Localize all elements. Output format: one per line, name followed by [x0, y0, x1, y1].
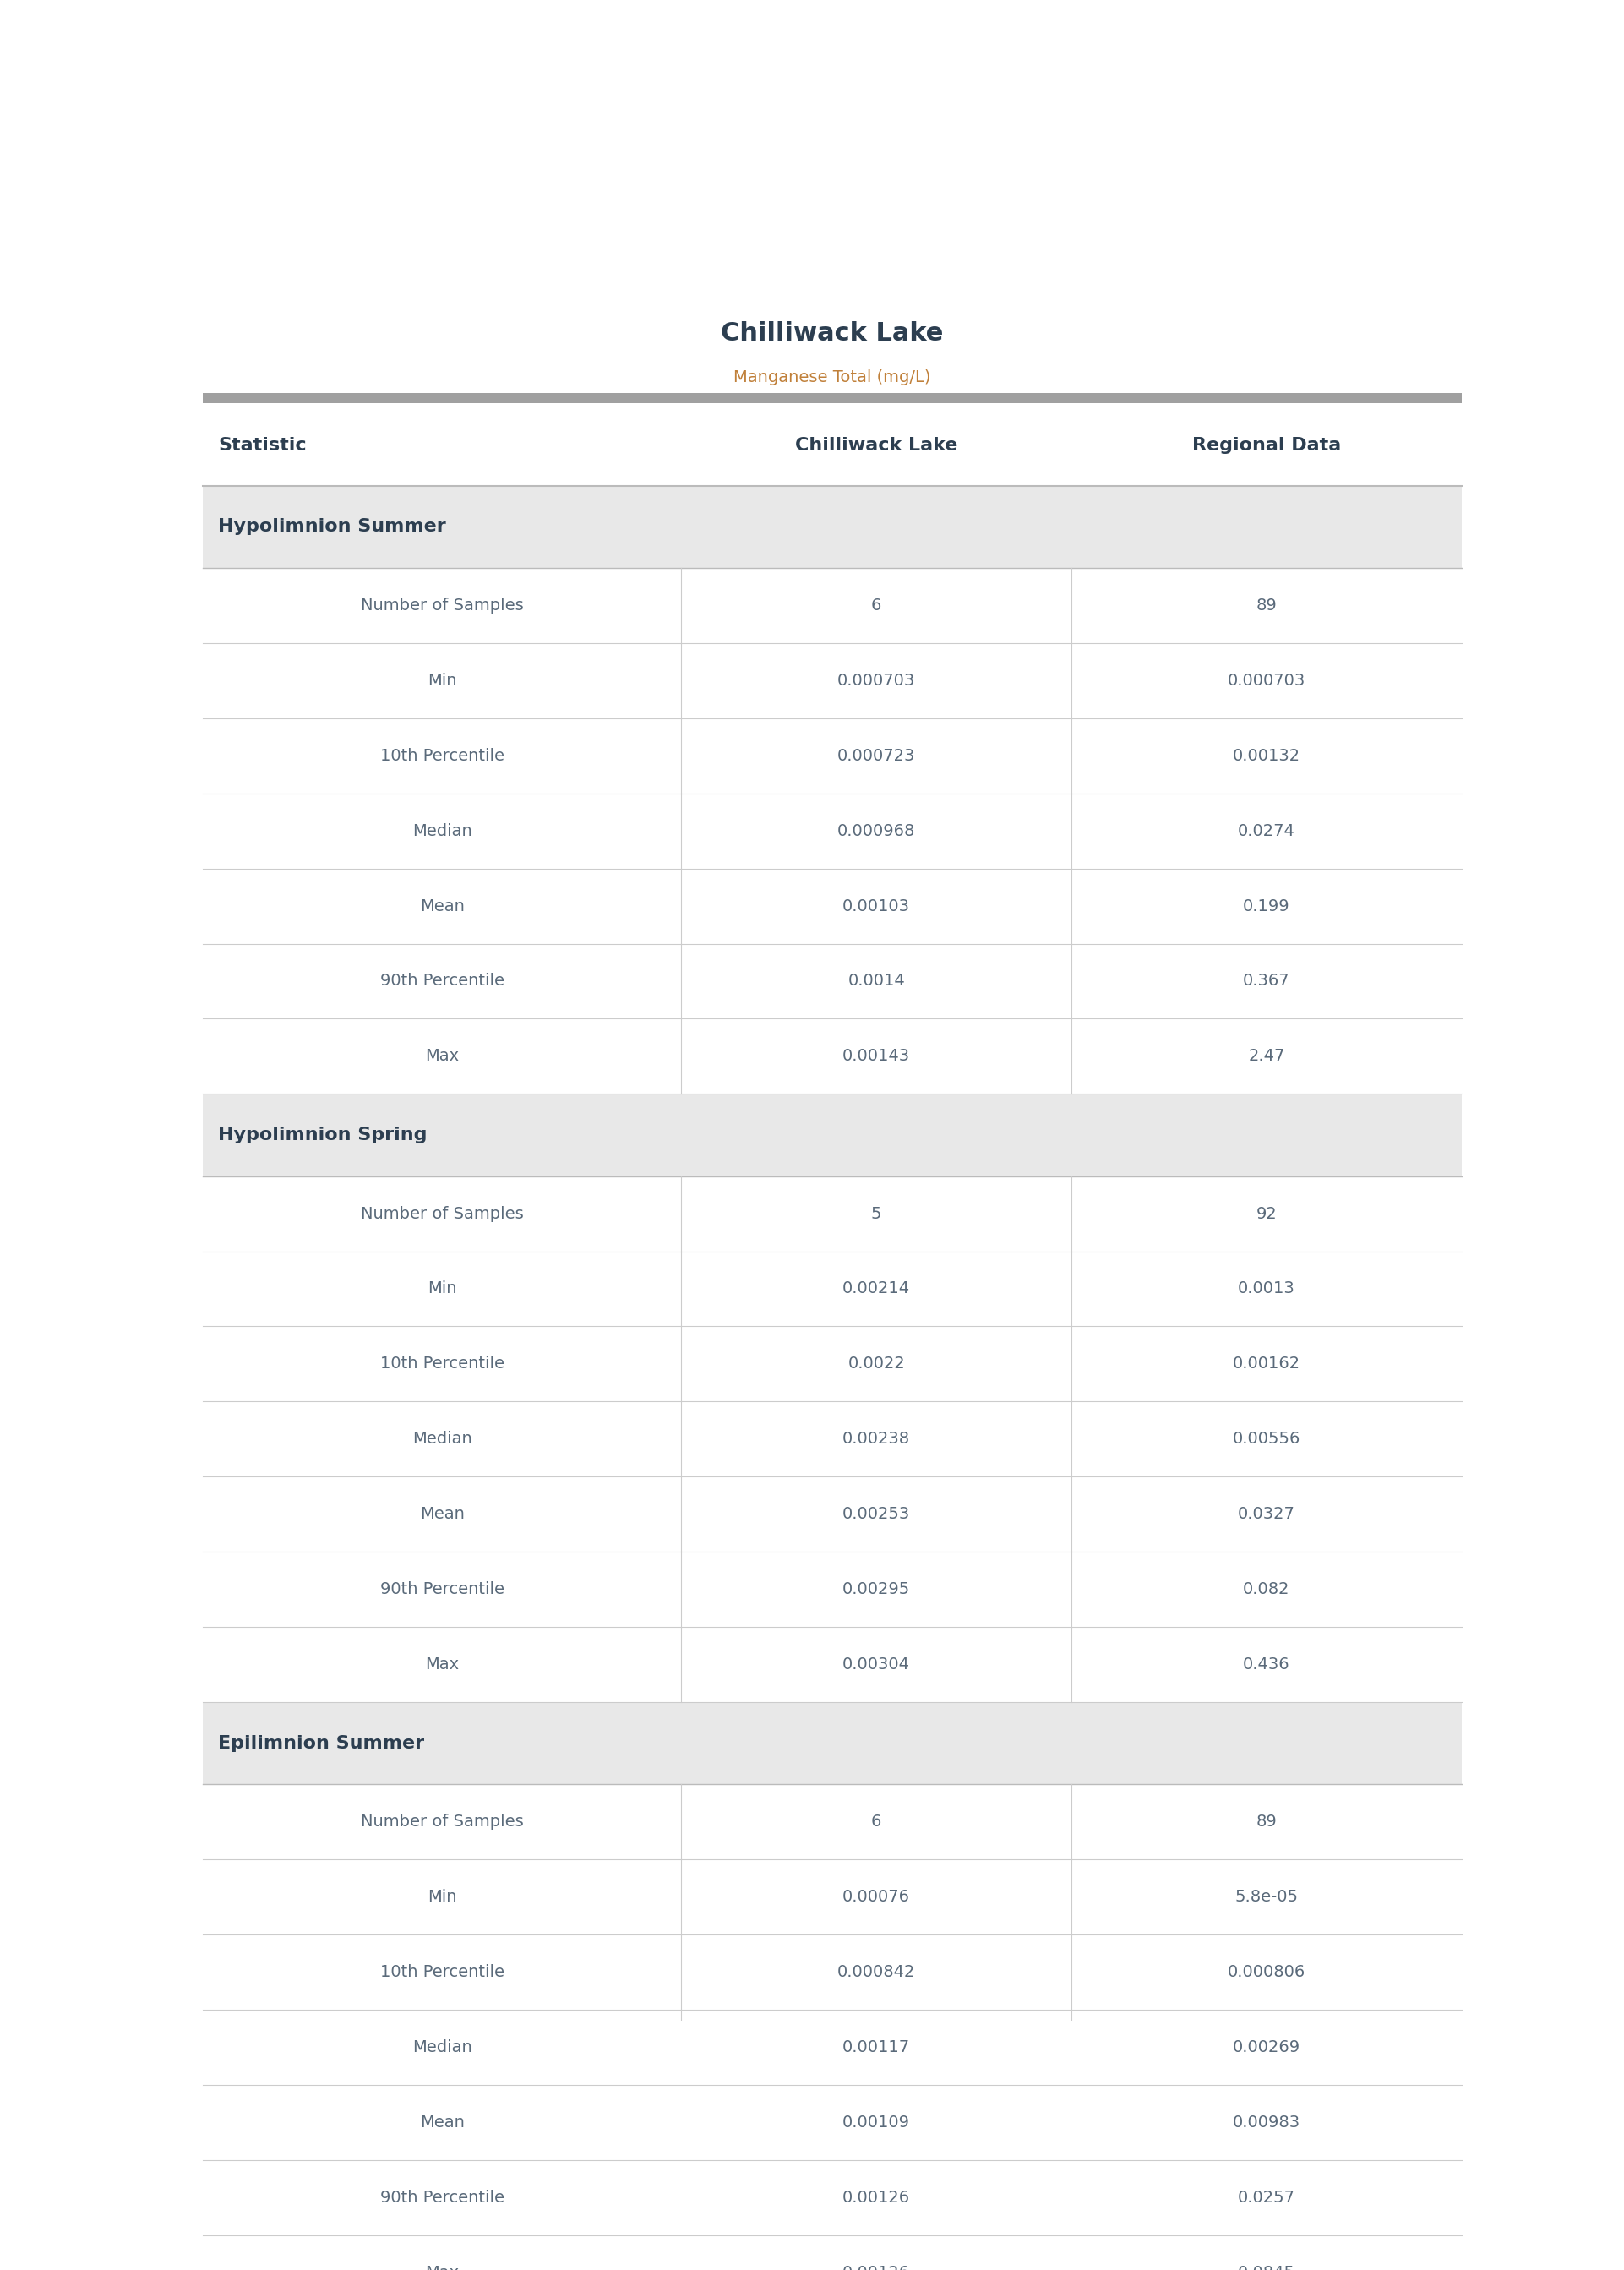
Text: 0.00238: 0.00238	[843, 1430, 909, 1448]
Text: 0.00126: 0.00126	[843, 2265, 909, 2270]
Text: Max: Max	[425, 1049, 460, 1065]
Bar	[203, 1251, 1462, 1326]
Bar	[203, 1553, 1462, 1628]
Text: Min: Min	[427, 1280, 456, 1296]
Text: 0.00126: 0.00126	[843, 2191, 909, 2206]
Text: 0.00556: 0.00556	[1233, 1430, 1301, 1448]
Text: 90th Percentile: 90th Percentile	[380, 1582, 503, 1598]
Text: 0.00983: 0.00983	[1233, 2116, 1301, 2132]
Text: Hypolimnion Spring: Hypolimnion Spring	[218, 1126, 427, 1144]
Bar	[203, 1478, 1462, 1553]
Bar	[203, 2009, 1462, 2084]
Text: 0.000723: 0.000723	[838, 747, 916, 763]
Bar	[203, 393, 1462, 404]
Text: 0.0013: 0.0013	[1237, 1280, 1294, 1296]
Text: 0.00304: 0.00304	[843, 1657, 909, 1673]
Bar	[203, 944, 1462, 1019]
Text: Number of Samples: Number of Samples	[361, 1814, 523, 1830]
Bar	[203, 2236, 1462, 2270]
Text: Hypolimnion Summer: Hypolimnion Summer	[218, 518, 447, 536]
Bar	[203, 1094, 1462, 1176]
Bar	[203, 717, 1462, 792]
Bar	[203, 2161, 1462, 2236]
Text: Epilimnion Summer: Epilimnion Summer	[218, 1734, 424, 1752]
Text: 0.00117: 0.00117	[843, 2038, 909, 2054]
Bar	[203, 869, 1462, 944]
Bar	[203, 1401, 1462, 1478]
Text: Max: Max	[425, 2265, 460, 2270]
Text: Min: Min	[427, 672, 456, 688]
Text: 90th Percentile: 90th Percentile	[380, 974, 503, 990]
Text: Mean: Mean	[419, 899, 464, 915]
Text: Statistic: Statistic	[218, 438, 307, 454]
Text: 0.0014: 0.0014	[848, 974, 905, 990]
Text: Min: Min	[427, 1889, 456, 1905]
Bar	[203, 486, 1462, 568]
Bar	[203, 642, 1462, 717]
Text: 6: 6	[870, 1814, 882, 1830]
Bar	[203, 1628, 1462, 1702]
Text: Median: Median	[412, 1430, 473, 1448]
Text: 0.0845: 0.0845	[1237, 2265, 1296, 2270]
Text: 0.0022: 0.0022	[848, 1355, 905, 1371]
Bar	[203, 1784, 1462, 1859]
Text: 0.00143: 0.00143	[843, 1049, 909, 1065]
Text: 0.367: 0.367	[1242, 974, 1289, 990]
Text: Median: Median	[412, 822, 473, 840]
Text: 6: 6	[870, 597, 882, 613]
Text: 0.199: 0.199	[1242, 899, 1289, 915]
Text: 5.8e-05: 5.8e-05	[1234, 1889, 1298, 1905]
Text: 10th Percentile: 10th Percentile	[380, 747, 503, 763]
Text: 0.000703: 0.000703	[838, 672, 916, 688]
Text: 10th Percentile: 10th Percentile	[380, 1355, 503, 1371]
Text: 0.000842: 0.000842	[838, 1964, 916, 1979]
Text: 0.00214: 0.00214	[843, 1280, 909, 1296]
Bar	[203, 1702, 1462, 1784]
Text: 5: 5	[870, 1205, 882, 1221]
Text: 0.00253: 0.00253	[843, 1507, 911, 1523]
Text: 0.000968: 0.000968	[838, 822, 916, 840]
Text: Mean: Mean	[419, 2116, 464, 2132]
Bar	[203, 1176, 1462, 1251]
Text: 0.00109: 0.00109	[843, 2116, 909, 2132]
Text: 0.0274: 0.0274	[1237, 822, 1296, 840]
Bar	[203, 406, 1462, 486]
Text: 0.00295: 0.00295	[843, 1582, 911, 1598]
Text: 0.00076: 0.00076	[843, 1889, 909, 1905]
Text: Manganese Total (mg/L): Manganese Total (mg/L)	[734, 370, 931, 386]
Text: 0.082: 0.082	[1242, 1582, 1289, 1598]
Text: 0.000806: 0.000806	[1228, 1964, 1306, 1979]
Bar	[203, 792, 1462, 869]
Bar	[203, 1934, 1462, 2009]
Bar	[203, 1019, 1462, 1094]
Text: 0.000703: 0.000703	[1228, 672, 1306, 688]
Text: 89: 89	[1255, 597, 1276, 613]
Bar	[203, 568, 1462, 642]
Text: 90th Percentile: 90th Percentile	[380, 2191, 503, 2206]
Text: Chilliwack Lake: Chilliwack Lake	[721, 322, 944, 345]
Text: 0.00162: 0.00162	[1233, 1355, 1301, 1371]
Bar	[203, 1859, 1462, 1934]
Text: 2.47: 2.47	[1249, 1049, 1285, 1065]
Text: Max: Max	[425, 1657, 460, 1673]
Text: 0.436: 0.436	[1242, 1657, 1289, 1673]
Text: Number of Samples: Number of Samples	[361, 1205, 523, 1221]
Bar	[203, 2084, 1462, 2161]
Text: 0.0327: 0.0327	[1237, 1507, 1296, 1523]
Text: Chilliwack Lake: Chilliwack Lake	[796, 438, 958, 454]
Bar	[203, 1326, 1462, 1401]
Text: 0.00132: 0.00132	[1233, 747, 1301, 763]
Text: 92: 92	[1255, 1205, 1276, 1221]
Text: 89: 89	[1255, 1814, 1276, 1830]
Text: Mean: Mean	[419, 1507, 464, 1523]
Text: Regional Data: Regional Data	[1192, 438, 1341, 454]
Text: 0.00103: 0.00103	[843, 899, 909, 915]
Text: 10th Percentile: 10th Percentile	[380, 1964, 503, 1979]
Text: Median: Median	[412, 2038, 473, 2054]
Text: Number of Samples: Number of Samples	[361, 597, 523, 613]
Text: 0.00269: 0.00269	[1233, 2038, 1301, 2054]
Text: 0.0257: 0.0257	[1237, 2191, 1296, 2206]
